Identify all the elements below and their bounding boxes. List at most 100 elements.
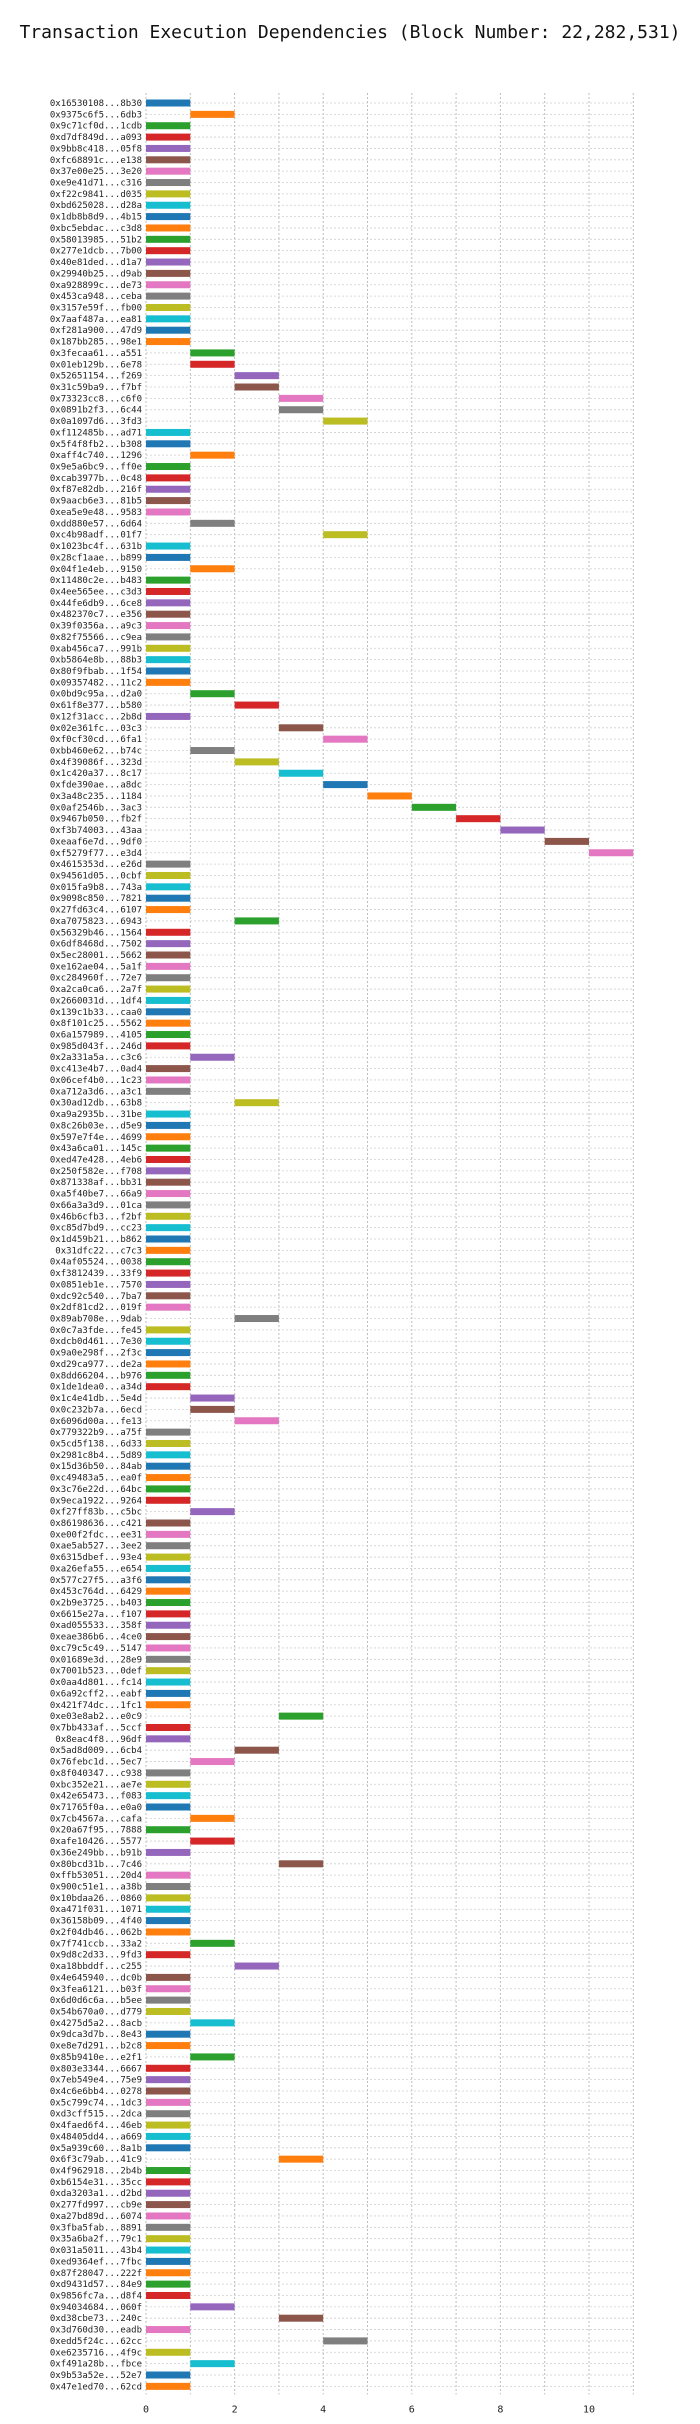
transaction-bar [146, 1485, 191, 1493]
transaction-bar [411, 803, 457, 811]
transaction-bar [146, 951, 191, 959]
transaction-bar [146, 2030, 191, 2038]
transaction-label: 0x43a6ca01...145c [50, 1144, 142, 1154]
transaction-bar [146, 928, 191, 936]
transaction-label: 0xeaaf6e7d...9df0 [50, 837, 142, 847]
transaction-label: 0x4f39086f...323d [50, 758, 142, 768]
transaction-bar [234, 1962, 279, 1970]
transaction-bar [146, 940, 191, 948]
transaction-label: 0xf112485b...ad71 [50, 428, 142, 438]
transaction-bar [190, 565, 235, 573]
transaction-label: 0x9467b050...fb2f [50, 815, 142, 825]
transaction-bar [146, 1201, 191, 1209]
transaction-label: 0x8eac4f8...96df [55, 1735, 142, 1745]
transaction-label: 0x1c420a37...8c17 [50, 769, 142, 779]
transaction-bar [146, 553, 191, 561]
transaction-label: 0x3c76e22d...64bc [50, 1485, 142, 1495]
transaction-bar [146, 1326, 191, 1334]
x-tick-label: 0 [143, 2404, 149, 2415]
transaction-bar [146, 122, 191, 130]
transaction-label: 0xa5f40be7...66a9 [50, 1190, 142, 1200]
transaction-bar [146, 1735, 191, 1743]
transaction-label: 0x9b53a52e...52e7 [50, 2371, 142, 2381]
transaction-label: 0xc284960f...72e7 [50, 974, 142, 984]
transaction-label: 0x7bb433af...5ccf [50, 1723, 142, 1733]
transaction-bar [146, 996, 191, 1004]
transaction-label: 0x9c71cf0d...1cdb [50, 122, 142, 132]
transaction-bar [190, 360, 235, 368]
transaction-bar [146, 1428, 191, 1436]
transaction-bar [190, 1837, 235, 1845]
transaction-bar [146, 1371, 191, 1379]
transaction-bar [146, 2064, 191, 2072]
transaction-bar [146, 1621, 191, 1629]
transaction-label: 0xf3812439...33f9 [50, 1269, 142, 1279]
transaction-label: 0x06cef4b0...1c23 [50, 1076, 142, 1086]
transaction-bar [190, 1405, 235, 1413]
transaction-label: 0x4c6e6bb4...0278 [50, 2087, 142, 2097]
transaction-label: 0x11480c2e...b483 [50, 576, 142, 586]
transaction-label: 0xf5279f77...e3d4 [50, 849, 142, 859]
transaction-bar [146, 1928, 191, 1936]
transaction-label: 0x0851eb1e...7570 [50, 1280, 142, 1290]
transaction-label: 0x09357482...11c2 [50, 678, 142, 688]
transaction-bar [146, 1848, 191, 1856]
transaction-bar [146, 247, 191, 255]
transaction-bar [146, 1826, 191, 1834]
transaction-label: 0xbc352e21...ae7e [50, 1780, 142, 1790]
transaction-label: 0xa928899c...de73 [50, 281, 142, 291]
transaction-label: 0x8f101c25...5562 [50, 1019, 142, 1029]
transaction-bar [146, 1235, 191, 1243]
transaction-bar [146, 962, 191, 970]
transaction-bar [146, 1224, 191, 1232]
transaction-label: 0x1d459b21...b862 [50, 1235, 142, 1245]
transaction-label: 0x3d760d30...eadb [50, 2326, 142, 2336]
transaction-bar [146, 2223, 191, 2231]
transaction-bar [146, 1917, 191, 1925]
transaction-bar [278, 724, 324, 732]
transaction-label: 0x1db8b8d9...4b15 [50, 213, 142, 223]
transaction-bar [190, 110, 235, 118]
transaction-label: 0xfc68891c...e138 [50, 156, 142, 166]
transaction-label: 0x94561d05...0cbf [50, 871, 142, 881]
transaction-label: 0x46b6cfb3...f2bf [50, 1212, 142, 1222]
transaction-label: 0x5ad8d009...6cb4 [50, 1746, 142, 1756]
transaction-bar [234, 701, 279, 709]
transaction-label: 0x0bd9c95a...d2a0 [50, 690, 142, 700]
transaction-label: 0x900c51e1...a38b [50, 1883, 142, 1893]
transaction-label: 0x12f31acc...2b8d [50, 712, 142, 722]
transaction-label: 0x4f962918...2b4b [50, 2167, 142, 2177]
transaction-bar [234, 372, 279, 380]
transaction-bar [146, 1723, 191, 1731]
transaction-label: 0x58013985...51b2 [50, 235, 142, 245]
transaction-label: 0xffb53051...20d4 [50, 1871, 142, 1881]
transaction-label: 0x36158b09...4f40 [50, 1917, 142, 1927]
transaction-label: 0x66a3a3d9...01ca [50, 1201, 142, 1211]
transaction-label: 0x597e7f4e...4699 [50, 1133, 142, 1143]
transaction-bar [190, 1814, 235, 1822]
transaction-bar [146, 1780, 191, 1788]
transaction-label: 0x47e1ed70...62cd [50, 2382, 142, 2392]
transaction-bar [146, 1701, 191, 1709]
transaction-label: 0x9eca1922...9264 [50, 1496, 142, 1506]
transaction-bar [146, 1667, 191, 1675]
transaction-label: 0x80bcd31b...7c46 [50, 1860, 142, 1870]
transaction-bar [146, 1769, 191, 1777]
transaction-bar [146, 508, 191, 516]
transaction-bar [234, 1315, 279, 1323]
transaction-label: 0x10bdaa26...0860 [50, 1894, 142, 1904]
transaction-bar [146, 2132, 191, 2140]
transaction-bar [146, 1564, 191, 1572]
transaction-label: 0x8f040347...c938 [50, 1769, 142, 1779]
transaction-bar [146, 2076, 191, 2084]
transaction-label: 0x44fe6db9...6ce8 [50, 599, 142, 609]
transaction-label: 0x0891b2f3...6c44 [50, 406, 142, 416]
transaction-label: 0x7cb4567a...cafa [50, 1814, 142, 1824]
transaction-label: 0x9dca3d7b...8e43 [50, 2030, 142, 2040]
transaction-bar [146, 269, 191, 277]
transaction-bar [323, 2337, 368, 2345]
transaction-label: 0x9e5a6bc9...ff0e [50, 463, 142, 473]
transaction-label: 0x42e65473...f083 [50, 1792, 142, 1802]
transaction-label: 0x2a331a5a...c3c6 [50, 1053, 142, 1063]
transaction-bar [190, 747, 235, 755]
